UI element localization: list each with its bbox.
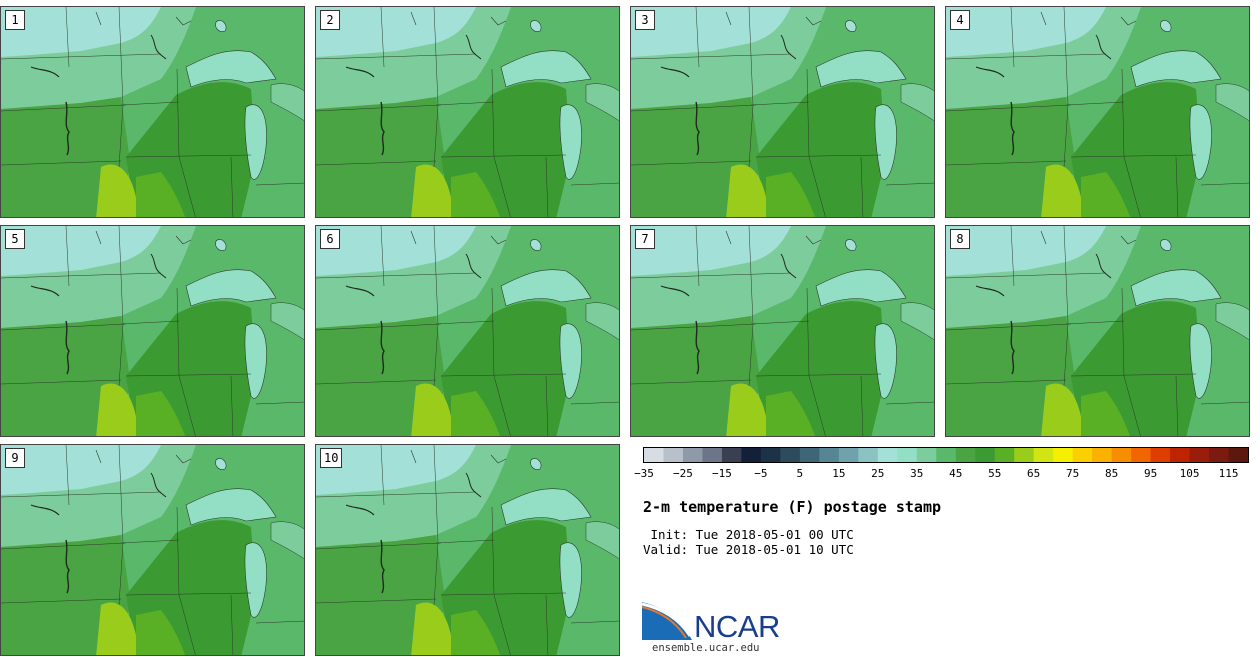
colorbar-swatch <box>663 448 684 462</box>
postage-stamp-6: 6 <box>315 225 620 437</box>
member-number-label: 9 <box>5 448 25 468</box>
colorbar-tick-label: 95 <box>1143 467 1158 480</box>
colorbar-swatch <box>975 448 996 462</box>
colorbar-swatch <box>936 448 957 462</box>
colorbar-swatch <box>858 448 879 462</box>
member-number-label: 7 <box>635 229 655 249</box>
colorbar-swatch <box>682 448 703 462</box>
member-map <box>1 7 304 217</box>
colorbar-swatch <box>1092 448 1113 462</box>
postage-stamp-2: 2 <box>315 6 620 218</box>
member-number-label: 10 <box>320 448 343 468</box>
member-number-label: 6 <box>320 229 340 249</box>
postage-stamp-3: 3 <box>630 6 935 218</box>
init-time: Init: Tue 2018-05-01 00 UTC <box>643 527 854 542</box>
colorbar-swatch <box>1111 448 1132 462</box>
member-number-label: 8 <box>950 229 970 249</box>
colorbar-swatch <box>955 448 976 462</box>
member-map <box>946 226 1249 436</box>
colorbar-tick-label: 25 <box>871 467 885 480</box>
postage-stamp-4: 4 <box>945 6 1250 218</box>
colorbar-tick-label: −25 <box>673 467 693 480</box>
postage-stamp-9: 9 <box>0 444 305 656</box>
website-url: ensemble.ucar.edu <box>652 642 760 654</box>
postage-stamp-1: 1 <box>0 6 305 218</box>
member-map <box>316 7 619 217</box>
member-map <box>631 226 934 436</box>
colorbar-swatch <box>994 448 1015 462</box>
postage-stamp-7: 7 <box>630 225 935 437</box>
colorbar-tick-label: 115 <box>1218 467 1239 480</box>
colorbar-border <box>643 447 1249 463</box>
member-number-label: 4 <box>950 10 970 30</box>
colorbar-swatch <box>799 448 820 462</box>
colorbar-tick-label: −15 <box>711 467 732 480</box>
colorbar-swatch <box>1072 448 1093 462</box>
colorbar-swatch <box>1150 448 1171 462</box>
colorbar-tick-label: 35 <box>910 467 924 480</box>
colorbar-swatch <box>644 448 664 462</box>
colorbar-swatch <box>780 448 801 462</box>
colorbar-swatch <box>838 448 859 462</box>
postage-stamp-8: 8 <box>945 225 1250 437</box>
colorbar-swatch <box>916 448 937 462</box>
colorbar-tick-label: 75 <box>1066 467 1080 480</box>
colorbar-swatch <box>1209 448 1230 462</box>
member-map <box>1 226 304 436</box>
colorbar-tick-label: 105 <box>1179 467 1200 480</box>
colorbar-swatch <box>897 448 918 462</box>
colorbar-swatch <box>760 448 781 462</box>
ncar-wordmark: NCAR <box>694 609 780 644</box>
member-map <box>316 445 619 655</box>
member-number-label: 2 <box>320 10 340 30</box>
postage-stamp-10: 10 <box>315 444 620 656</box>
colorbar-tick-label: −5 <box>754 467 768 480</box>
colorbar-tick-label: 85 <box>1104 467 1119 480</box>
member-map <box>1 445 304 655</box>
temperature-colorbar <box>643 447 1249 463</box>
colorbar-swatch <box>1131 448 1152 462</box>
plot-title: 2-m temperature (F) postage stamp <box>643 498 942 516</box>
colorbar-swatch <box>721 448 742 462</box>
member-map <box>946 7 1249 217</box>
colorbar-tick-label: −35 <box>634 467 654 480</box>
colorbar-tick-label: 65 <box>1027 467 1041 480</box>
member-map <box>316 226 619 436</box>
colorbar-tick-label: 45 <box>949 467 963 480</box>
colorbar-tick-label: 5 <box>796 467 804 480</box>
valid-time: Valid: Tue 2018-05-01 10 UTC <box>643 542 854 557</box>
colorbar-swatch <box>819 448 840 462</box>
postage-stamp-5: 5 <box>0 225 305 437</box>
member-number-label: 1 <box>5 10 25 30</box>
colorbar-swatch <box>741 448 762 462</box>
colorbar-swatch <box>1053 448 1074 462</box>
colorbar-swatch <box>702 448 723 462</box>
member-number-label: 5 <box>5 229 25 249</box>
colorbar-swatch <box>1033 448 1054 462</box>
colorbar-swatch <box>877 448 898 462</box>
colorbar-swatch <box>1228 448 1249 462</box>
colorbar-swatch <box>1014 448 1035 462</box>
ncar-logo <box>642 602 692 640</box>
member-map <box>631 7 934 217</box>
colorbar-tick-label: 15 <box>832 467 846 480</box>
colorbar-swatch <box>1170 448 1191 462</box>
colorbar-swatch <box>1189 448 1210 462</box>
member-number-label: 3 <box>635 10 655 30</box>
colorbar-tick-label: 55 <box>988 467 1002 480</box>
